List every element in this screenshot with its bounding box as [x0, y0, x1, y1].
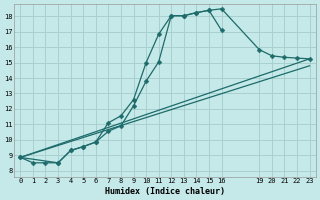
- X-axis label: Humidex (Indice chaleur): Humidex (Indice chaleur): [105, 187, 225, 196]
